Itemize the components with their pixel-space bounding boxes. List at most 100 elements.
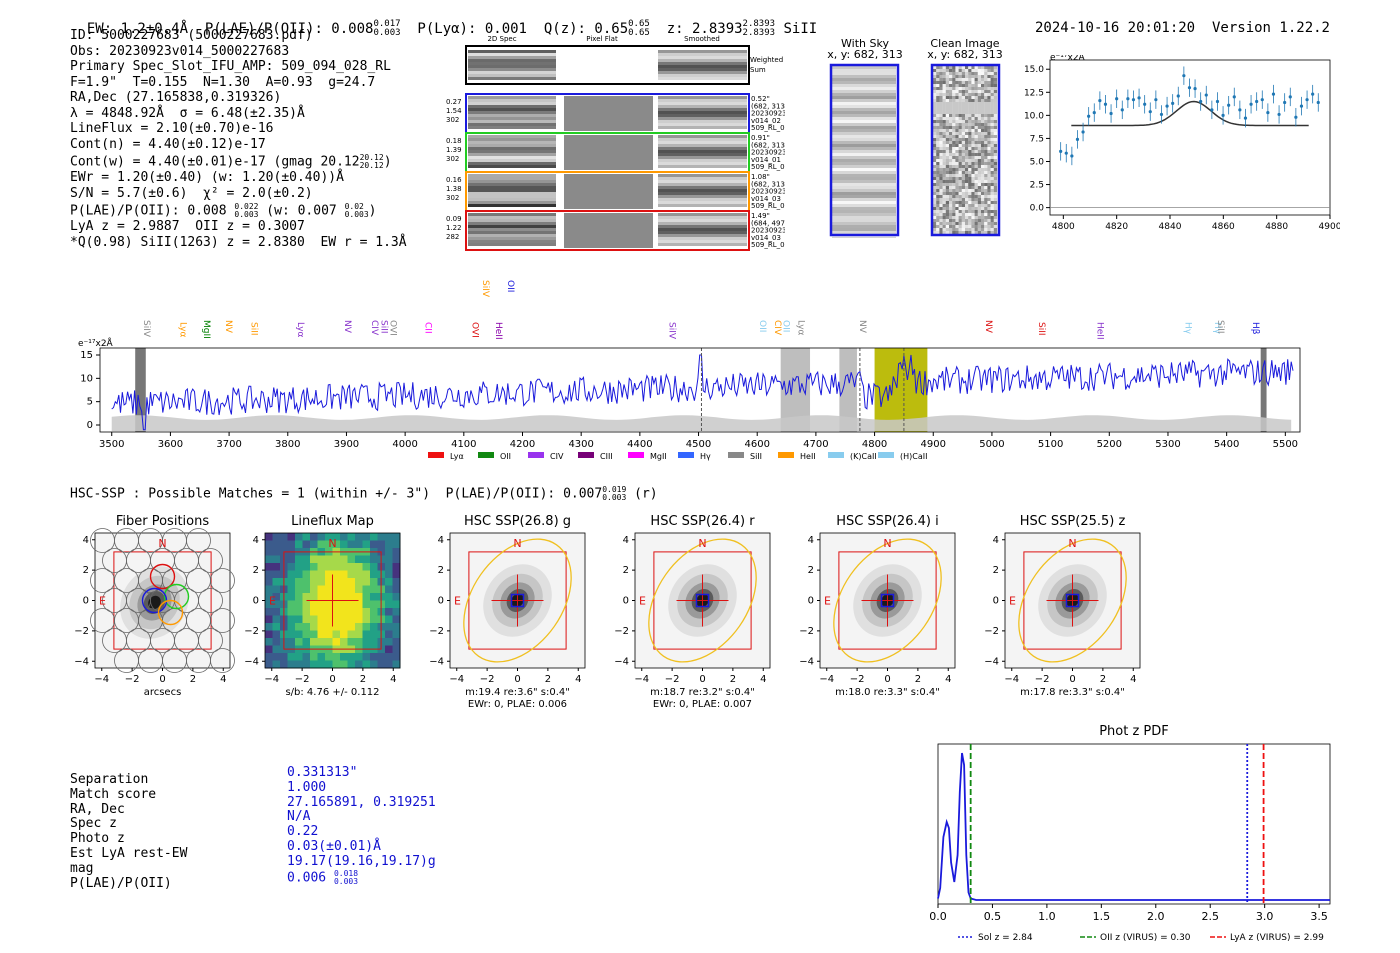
clean-pixel (958, 138, 962, 142)
with-sky-band (832, 114, 896, 117)
with-sky-band (832, 171, 896, 174)
lineflux-pixel (385, 593, 393, 601)
clean-pixel (968, 90, 972, 94)
clean-pixel (958, 120, 962, 124)
clean-pixel (974, 111, 978, 115)
clean-pixel (990, 222, 994, 226)
clean-pixel (971, 165, 975, 169)
axis-tick-label: 4600 (744, 439, 769, 450)
clean-pixel (952, 84, 956, 88)
clean-pixel (961, 177, 966, 181)
clean-pixel (945, 198, 950, 202)
axis-tick-label: 4000 (392, 439, 417, 450)
clean-pixel (942, 204, 946, 208)
clean-pixel (936, 75, 940, 79)
lineflux-pixel (272, 660, 281, 669)
clean-pixel (933, 75, 937, 79)
lineflux-pixel (370, 638, 378, 646)
lineflux-pixel (302, 615, 311, 624)
lineflux-pixel (302, 608, 311, 616)
axis-tick-label: −2 (295, 674, 310, 685)
north-label: N (328, 537, 336, 550)
fiber-row-meta: 509_RL_035 (751, 124, 785, 132)
clean-pixel (977, 189, 982, 193)
clean-pixel (945, 204, 950, 208)
clean-pixel (933, 153, 937, 157)
legend-swatch (428, 452, 444, 458)
fiber-circle-highlight (157, 599, 184, 626)
clean-pixel (993, 93, 998, 97)
clean-pixel (949, 171, 953, 175)
lineflux-pixel (340, 630, 348, 639)
clean-pixel (955, 156, 959, 160)
clean-pixel (971, 204, 975, 208)
clean-pixel (993, 195, 998, 199)
clean-pixel (961, 207, 966, 211)
clean-pixel (968, 114, 972, 118)
clean-pixel (974, 72, 978, 76)
clean-pixel (974, 138, 978, 142)
clean-pixel (945, 171, 950, 175)
with-sky-band (832, 147, 896, 150)
spec2d-stripe (658, 177, 747, 180)
clean-pixel (987, 72, 991, 76)
spec2d-stripe (468, 108, 556, 111)
axis-tick-label: 4300 (568, 439, 593, 450)
clean-pixel (961, 90, 966, 94)
with-sky-band (832, 225, 896, 228)
lineflux-pixel (355, 585, 363, 594)
clean-pixel (965, 168, 969, 172)
clean-pixel (961, 150, 966, 154)
clean-pixel (955, 81, 959, 85)
fiber-row-meta: 509_RL_035 (751, 163, 785, 171)
lineflux-pixel (295, 585, 303, 594)
clean-pixel (993, 147, 998, 151)
clean-pixel (958, 228, 962, 232)
clean-pixel (961, 102, 966, 106)
lineflux-pixel (340, 578, 348, 586)
clean-pixel (971, 213, 975, 217)
clean-pixel (984, 183, 988, 187)
lineflux-pixel (347, 615, 356, 624)
data-point (1137, 96, 1141, 100)
fiber-row-meta: 509_RL_035 (751, 241, 785, 249)
clean-pixel (933, 105, 937, 109)
clean-pixel (933, 180, 937, 184)
clean-pixel (961, 135, 966, 139)
clean-pixel (942, 69, 946, 73)
clean-pixel (955, 84, 959, 88)
lineflux-pixel (362, 653, 371, 661)
legend-swatch (728, 452, 744, 458)
fiber-row-meta: v014_02 (751, 117, 781, 125)
legend-swatch (478, 452, 494, 458)
lineflux-pixel (392, 570, 401, 579)
lineflux-pixel (317, 578, 326, 586)
clean-pixel (942, 126, 946, 130)
clean-pixel (965, 75, 969, 79)
lineflux-pixel (265, 563, 273, 571)
spec2d-stripe (468, 162, 556, 165)
clean-pixel (952, 129, 956, 133)
axis-tick-label: −4 (1004, 674, 1019, 685)
clean-pixel (981, 162, 985, 166)
lineflux-pixel (317, 593, 326, 601)
clean-pixel (984, 153, 988, 157)
lineflux-pixel (302, 660, 311, 669)
clean-pixel (977, 108, 982, 112)
clean-pixel (942, 120, 946, 124)
clean-pixel (961, 213, 966, 217)
fiber-row-stat: 1.22 (446, 224, 462, 232)
spec2d-image (468, 213, 556, 246)
spec2d-stripe (658, 71, 747, 74)
axis-tick-label: 0.0 (929, 910, 947, 923)
clean-pixel (933, 90, 937, 94)
clean-pixel (993, 78, 998, 82)
clean-pixel (981, 144, 985, 148)
clean-pixel (974, 84, 978, 88)
clean-pixel (974, 96, 978, 100)
clean-pixel (955, 180, 959, 184)
clean-pixel (933, 114, 937, 118)
spec2d-image (468, 174, 556, 207)
clean-pixel (993, 114, 998, 118)
legend-label: MgII (650, 452, 667, 461)
